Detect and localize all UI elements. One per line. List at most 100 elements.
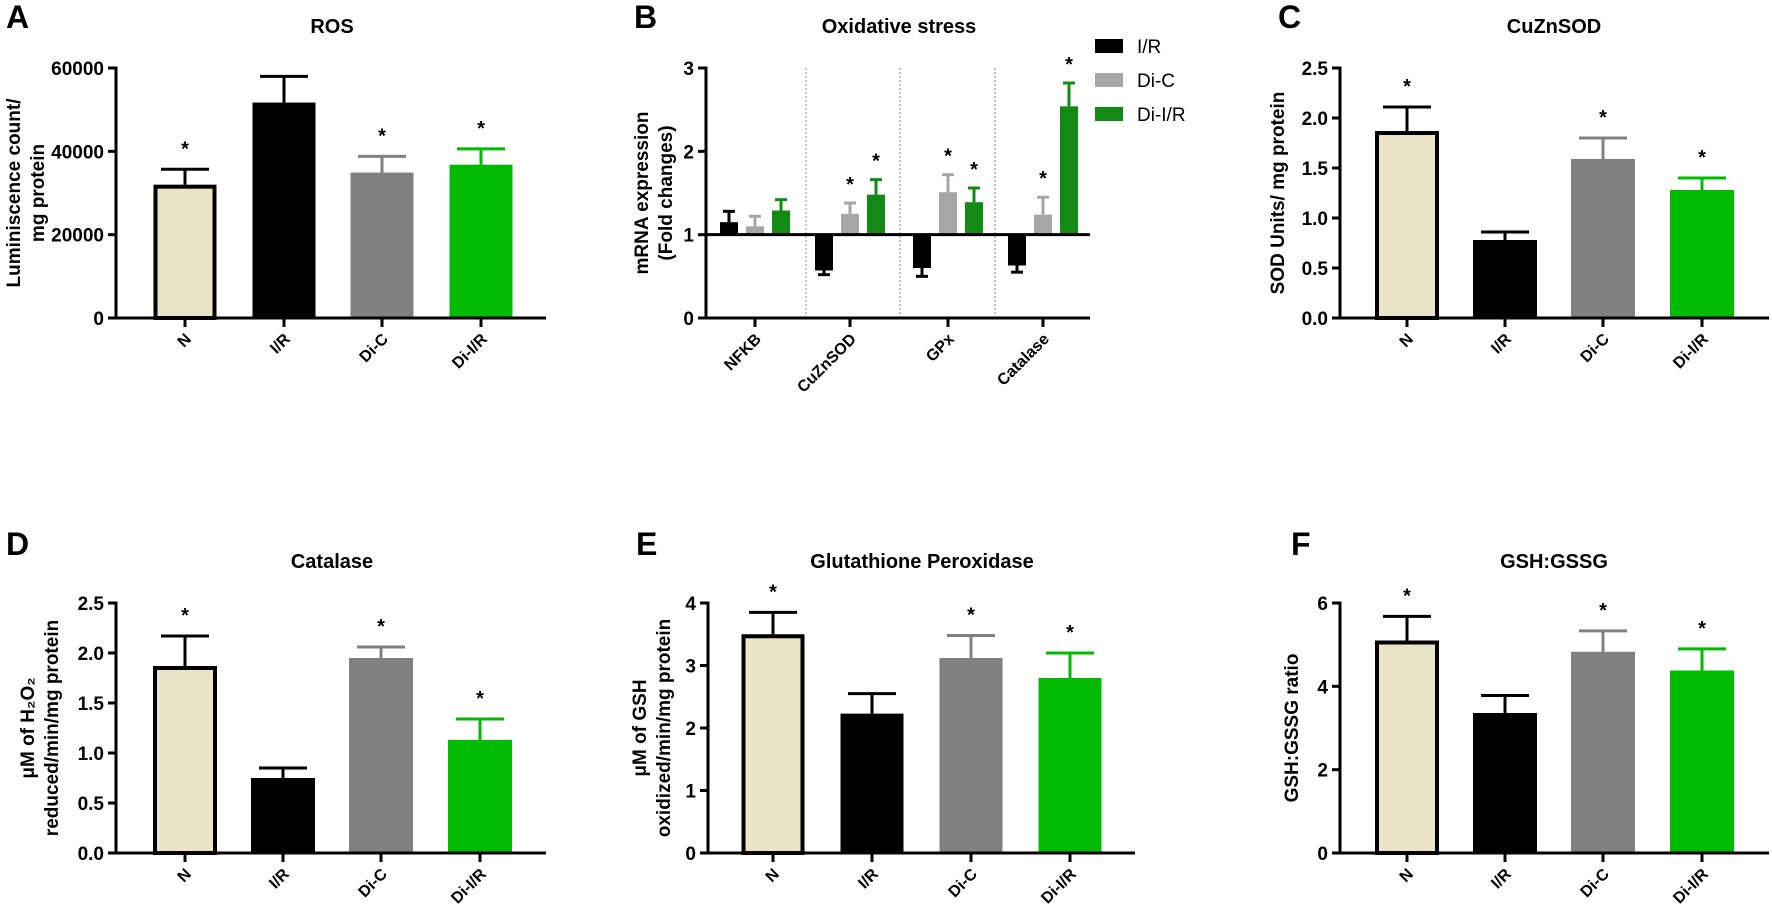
x-tick-label: Di-I/R [448,865,490,907]
y-tick-label: 2.0 [78,644,104,665]
x-tick-label: I/R [267,330,294,357]
x-tick-label: N [1397,866,1417,886]
y-tick-label: 0.5 [78,794,105,815]
x-tick-label: N [1397,331,1417,351]
y-axis-label: μM of GSH [630,679,651,776]
x-tick-label: N [175,331,195,351]
y-axis-label: (Fold changes) [656,125,677,260]
y-tick-label: 4 [1317,677,1328,698]
significance-asterisk: * [1698,618,1706,640]
bar-nfkb-ir [720,222,738,235]
bar-di-c [1571,651,1635,853]
bar-nfkb-di-c [746,226,764,235]
significance-asterisk: * [872,151,880,173]
panel-letter: D [6,526,29,562]
bar-gpx-ir [913,234,931,268]
x-tick-label: Di-C [1578,330,1614,366]
bar-di-ir [1670,670,1734,853]
legend-label: Di-I/R [1137,105,1186,126]
significance-asterisk: * [1403,76,1411,98]
bar-di-ir [449,164,513,318]
bar-ir [251,778,315,853]
significance-asterisk: * [181,138,189,160]
y-axis-label: Luminiscence count/ [4,98,25,288]
x-tick-label: Di-I/R [1670,330,1712,372]
panel-letter: B [634,0,657,35]
legend-swatch [1095,39,1123,53]
bar-n [1375,640,1439,855]
x-tick-label: Di-C [357,330,393,366]
bar-di-c [939,658,1003,853]
chart-title: Oxidative stress [822,16,977,38]
bar-ir [840,713,904,853]
y-tick-label: 2.0 [1302,109,1328,130]
significance-asterisk: * [477,118,485,140]
y-axis-label: SOD Units/ mg protein [1268,92,1289,295]
bar-cuznsod-ir [815,234,833,271]
bar-n [741,634,805,855]
panel-d: D Catalase μM of H₂O₂ reduced/min/mg protei… [6,526,546,907]
significance-asterisk: * [1039,168,1047,190]
chart-title: ROS [310,16,353,38]
significance-asterisk: * [181,605,189,627]
y-tick-label: 3 [685,657,696,678]
x-tick-label: I/R [266,865,293,892]
significance-asterisk: * [1065,54,1073,76]
significance-asterisk: * [476,688,484,710]
x-tick-label: Di-I/R [1038,865,1080,907]
bar-cuznsod-di-c [841,213,859,235]
legend-swatch [1095,73,1123,87]
significance-asterisk: * [1403,585,1411,607]
y-tick-label: 1.5 [1302,159,1329,180]
significance-asterisk: * [944,146,952,168]
panel-letter: A [6,0,29,35]
legend-label: Di-C [1137,71,1175,92]
panel-a: A ROS Luminiscence count/mg protein * * * 0 200… [4,0,546,372]
y-tick-label: 0 [1317,844,1328,865]
y-tick-label: 0 [683,309,694,330]
y-tick-label: 2 [683,142,694,163]
bar-di-c [349,658,413,853]
y-tick-label: 0.0 [78,844,104,865]
y-tick-label: 4 [685,594,696,615]
bar-n [1375,131,1439,320]
y-tick-label: 0.0 [1302,309,1328,330]
x-tick-label: N [175,866,195,886]
x-tick-label: NFKB [721,331,764,374]
bar-di-c [1571,159,1635,318]
y-tick-label: 2.5 [1302,59,1329,80]
chart-title: CuZnSOD [1507,16,1601,38]
bar-nfkb-di-ir [772,210,790,235]
panel-c: C CuZnSOD SOD Units/ mg protein * * * 0.0 0.5 1.… [1268,0,1769,372]
bar-ir [1473,713,1537,853]
y-axis-label: GSH:GSSG ratio [1282,654,1303,803]
bar-ir [1473,240,1537,318]
y-tick-label: 1 [685,782,696,803]
significance-asterisk: * [377,616,385,638]
x-tick-label: N [763,866,783,886]
y-tick-label: 1.5 [78,694,105,715]
bar-di-ir [448,740,512,853]
significance-asterisk: * [378,125,386,147]
bar-cuznsod-di-ir [867,194,885,235]
bar-catalase-ir [1008,234,1026,266]
bar-ir [252,102,316,318]
bar-catalase-di-ir [1060,106,1078,235]
y-tick-label: 3 [683,59,694,80]
y-tick-label: 0 [685,844,696,865]
y-tick-label: 40000 [51,142,104,163]
y-tick-label: 60000 [51,59,104,80]
y-tick-label: 20000 [51,226,104,247]
significance-asterisk: * [970,159,978,181]
panel-letter: C [1278,0,1301,35]
panel-b: B Oxidative stress mRNA expression (Fold ch… [632,0,1186,396]
significance-asterisk: * [769,581,777,603]
x-tick-label: I/R [1488,330,1515,357]
y-tick-label: 0 [93,309,104,330]
bar-gpx-di-c [939,192,957,235]
bar-di-ir [1670,190,1734,318]
x-tick-label: GPx [923,331,958,366]
significance-asterisk: * [1599,600,1607,622]
panel-letter: E [636,526,657,562]
